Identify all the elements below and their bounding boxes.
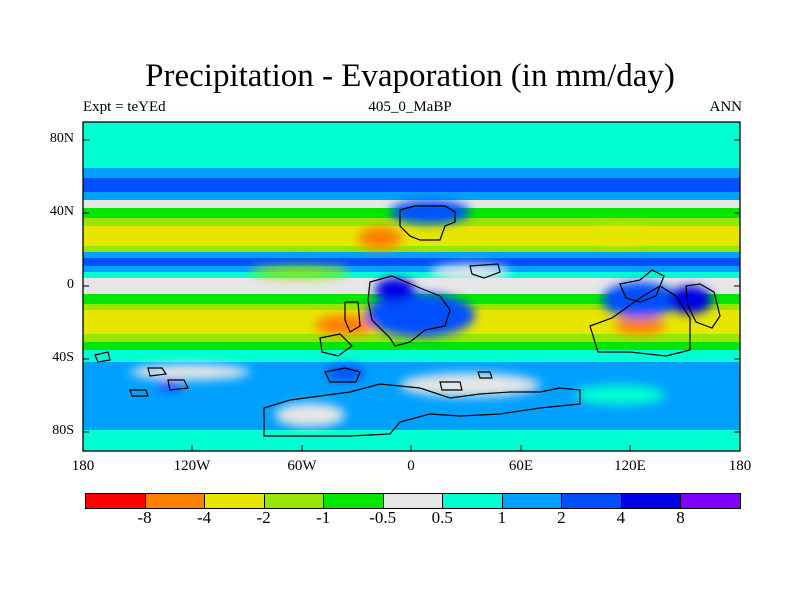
colorbar-swatch — [680, 493, 741, 509]
x-tick-label: 60W — [287, 458, 317, 474]
colorbar-swatch — [620, 493, 682, 509]
colorbar-label: -2 — [256, 508, 271, 527]
time-period-label: 405_0_MaBP — [368, 99, 452, 115]
colorbar-label: -4 — [196, 508, 212, 527]
colorbar-label: 0.5 — [431, 508, 453, 527]
colorbar-label: 2 — [557, 508, 566, 527]
colorbar-swatch — [561, 493, 622, 509]
x-tick-label: 180 — [71, 458, 95, 474]
experiment-label: Expt = teYEd — [83, 99, 166, 115]
y-tick-label: 80N — [49, 131, 74, 146]
colorbar-swatch — [442, 493, 503, 509]
colorbar-label: -8 — [137, 508, 152, 527]
colorbar-swatch — [323, 493, 384, 509]
y-tick-label: 40N — [49, 204, 74, 219]
colorbar-swatch — [85, 493, 146, 509]
x-tick-label: 120W — [173, 458, 211, 474]
continent-outlines — [94, 205, 721, 437]
colorbar-label: 4 — [616, 508, 626, 527]
colorbar-label: 8 — [676, 508, 685, 527]
y-tick-label: 80S — [52, 423, 74, 438]
colorbar-label: -1 — [316, 508, 331, 527]
map-field — [83, 122, 740, 451]
colorbar-swatch — [501, 493, 563, 509]
x-tick-label: 0 — [407, 458, 415, 474]
x-tick-label: 120E — [614, 458, 646, 474]
y-tick-label: 40S — [52, 350, 74, 365]
colorbar-swatch — [204, 493, 265, 509]
colorbar-swatch — [144, 493, 206, 509]
chart-title: Precipitation - Evaporation (in mm/day) — [145, 58, 675, 94]
colorbar-swatch — [263, 493, 325, 509]
season-label: ANN — [709, 99, 743, 115]
colorbar-label: -0.5 — [369, 508, 397, 527]
y-tick-label: 0 — [67, 277, 74, 292]
x-tick-label: 180 — [728, 458, 752, 474]
axis-ticks — [82, 139, 741, 451]
colorbar-label: 1 — [497, 508, 507, 527]
colorbar-swatch — [382, 493, 444, 509]
x-tick-label: 60E — [508, 458, 534, 474]
